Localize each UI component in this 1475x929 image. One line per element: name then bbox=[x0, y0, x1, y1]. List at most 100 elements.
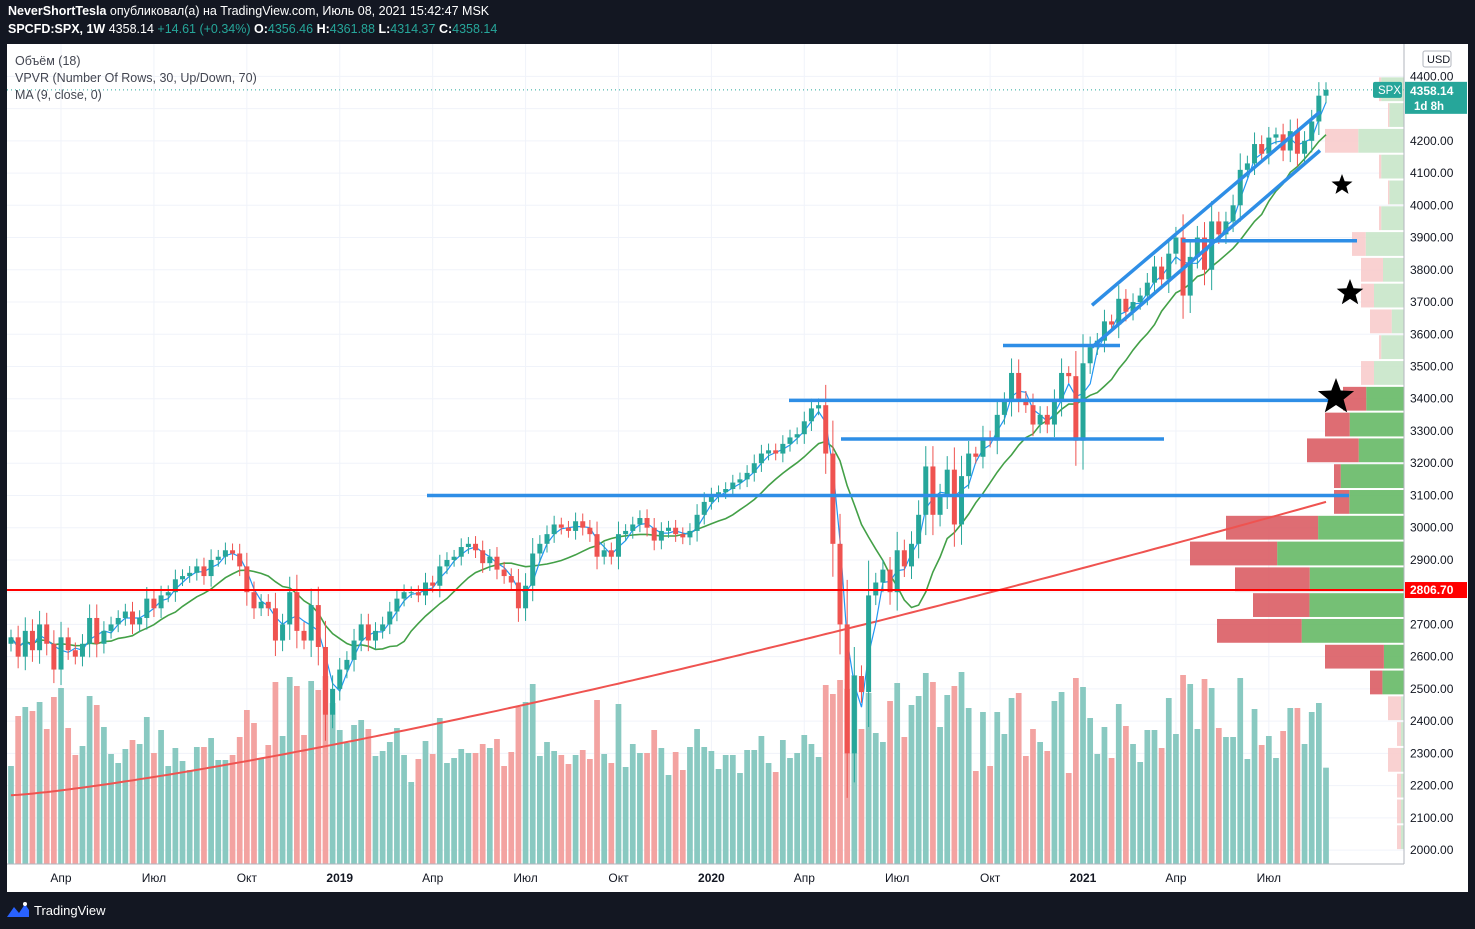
volume-bar bbox=[572, 755, 579, 864]
volume-bar bbox=[1037, 742, 1043, 864]
candle-body bbox=[866, 595, 872, 693]
volume-bar bbox=[179, 761, 186, 864]
volume-bar bbox=[1251, 709, 1258, 864]
volume-bar bbox=[658, 748, 665, 864]
vp-down-row bbox=[1397, 722, 1401, 746]
candle-body bbox=[1194, 237, 1200, 257]
volume-bar bbox=[1115, 704, 1122, 864]
candle-body bbox=[72, 650, 78, 657]
volume-bar bbox=[315, 690, 322, 864]
legend-volume[interactable]: Объём (18) bbox=[15, 54, 81, 68]
volume-bar bbox=[801, 735, 808, 864]
candle-body bbox=[916, 514, 922, 544]
candle-body bbox=[1244, 163, 1250, 170]
candle-body bbox=[287, 592, 293, 625]
volume-bar bbox=[243, 710, 250, 864]
volume-bar bbox=[1001, 734, 1008, 864]
candle-body bbox=[908, 543, 914, 567]
volume-bar bbox=[644, 753, 650, 864]
volume-bar bbox=[494, 739, 500, 864]
time-tick-label: Окт bbox=[237, 871, 258, 885]
time-tick-label: Июл bbox=[1257, 871, 1281, 885]
time-tick-label: Апр bbox=[1165, 871, 1187, 885]
candle-body bbox=[673, 527, 679, 535]
candle-body bbox=[651, 527, 657, 541]
volume-bar bbox=[872, 733, 879, 864]
candle-body bbox=[473, 543, 479, 551]
candle-body bbox=[630, 524, 636, 531]
chart-header: NeverShortTesla опубликовал(а) на Tradin… bbox=[0, 0, 1475, 44]
vp-up-row bbox=[1389, 103, 1404, 127]
volume-bar bbox=[608, 763, 615, 864]
vp-up-row bbox=[1358, 128, 1404, 153]
price-tick-label: 4000.00 bbox=[1410, 198, 1454, 212]
time-tick-label: Апр bbox=[422, 871, 444, 885]
volume-bar bbox=[930, 682, 936, 864]
volume-bar bbox=[294, 686, 300, 864]
volume-bar bbox=[1294, 708, 1301, 864]
volume-bar bbox=[887, 701, 893, 864]
candle-body bbox=[44, 624, 50, 644]
candle-body bbox=[694, 514, 700, 531]
price-tick-label: 3400.00 bbox=[1410, 392, 1454, 406]
candle-body bbox=[966, 453, 972, 477]
vp-down-row bbox=[1334, 490, 1350, 514]
volume-bar bbox=[322, 676, 329, 864]
volume-bar bbox=[1201, 679, 1208, 864]
vp-down-row bbox=[1370, 309, 1392, 334]
candle-body bbox=[665, 527, 672, 531]
annotation-star-medium bbox=[1336, 279, 1364, 305]
volume-bar bbox=[1208, 688, 1215, 864]
candle-body bbox=[658, 530, 664, 541]
volume-bar bbox=[101, 727, 107, 864]
vp-down-row bbox=[1361, 283, 1374, 308]
candle-body bbox=[1059, 372, 1065, 402]
candle-body bbox=[365, 624, 371, 641]
candle-body bbox=[816, 405, 822, 409]
price-chart[interactable]: 4400.004300.004200.004100.004000.003900.… bbox=[7, 44, 1468, 892]
annotation-star-large bbox=[1317, 378, 1355, 413]
time-axis-bg bbox=[7, 864, 1468, 892]
legend-vpvr[interactable]: VPVR (Number Of Rows, 30, Up/Down, 70) bbox=[15, 71, 257, 85]
vp-down-row bbox=[1226, 515, 1319, 540]
volume-bar bbox=[787, 758, 793, 864]
author-name[interactable]: NeverShortTesla bbox=[8, 4, 107, 18]
volume-bar bbox=[1073, 678, 1079, 864]
vp-down-row bbox=[1361, 257, 1383, 282]
candle-body bbox=[265, 601, 271, 609]
volume-bar bbox=[36, 702, 43, 864]
candle-body bbox=[1087, 347, 1093, 364]
vp-up-row bbox=[1401, 825, 1404, 850]
volume-bar bbox=[358, 720, 365, 864]
chart-area[interactable]: 4400.004300.004200.004100.004000.003900.… bbox=[7, 44, 1468, 892]
low-value: 4314.37 bbox=[390, 22, 436, 36]
vp-down-row bbox=[1370, 670, 1383, 695]
candle-body bbox=[823, 405, 829, 454]
candle-body bbox=[1030, 405, 1036, 425]
volume-bar bbox=[944, 695, 951, 864]
candle-body bbox=[737, 479, 743, 483]
price-tick-label: 3600.00 bbox=[1410, 327, 1454, 341]
volume-bar bbox=[987, 766, 993, 864]
legend-ma[interactable]: MA (9, close, 0) bbox=[15, 88, 102, 102]
volume-bar bbox=[779, 740, 786, 864]
price-axis: 4400.004300.004200.004100.004000.003900.… bbox=[1373, 44, 1468, 892]
candle-body bbox=[394, 598, 400, 612]
candle-body bbox=[330, 688, 336, 715]
candle-body bbox=[79, 643, 85, 657]
price-tick-label: 4200.00 bbox=[1410, 134, 1454, 148]
candle-body bbox=[1009, 372, 1015, 402]
candle-body bbox=[501, 569, 507, 577]
candle-body bbox=[144, 598, 150, 618]
candle-body bbox=[837, 543, 843, 625]
vp-down-row bbox=[1361, 361, 1374, 385]
volume-bar bbox=[1273, 758, 1279, 864]
candle-body bbox=[258, 601, 264, 609]
candle-body bbox=[187, 572, 193, 577]
price-change: +14.61 (+0.34%) bbox=[157, 22, 251, 36]
volume-bar bbox=[15, 716, 22, 864]
vp-up-row bbox=[1401, 747, 1404, 772]
candle-body bbox=[1137, 295, 1143, 303]
candle-body bbox=[994, 414, 1000, 441]
volume-bar bbox=[129, 740, 136, 864]
